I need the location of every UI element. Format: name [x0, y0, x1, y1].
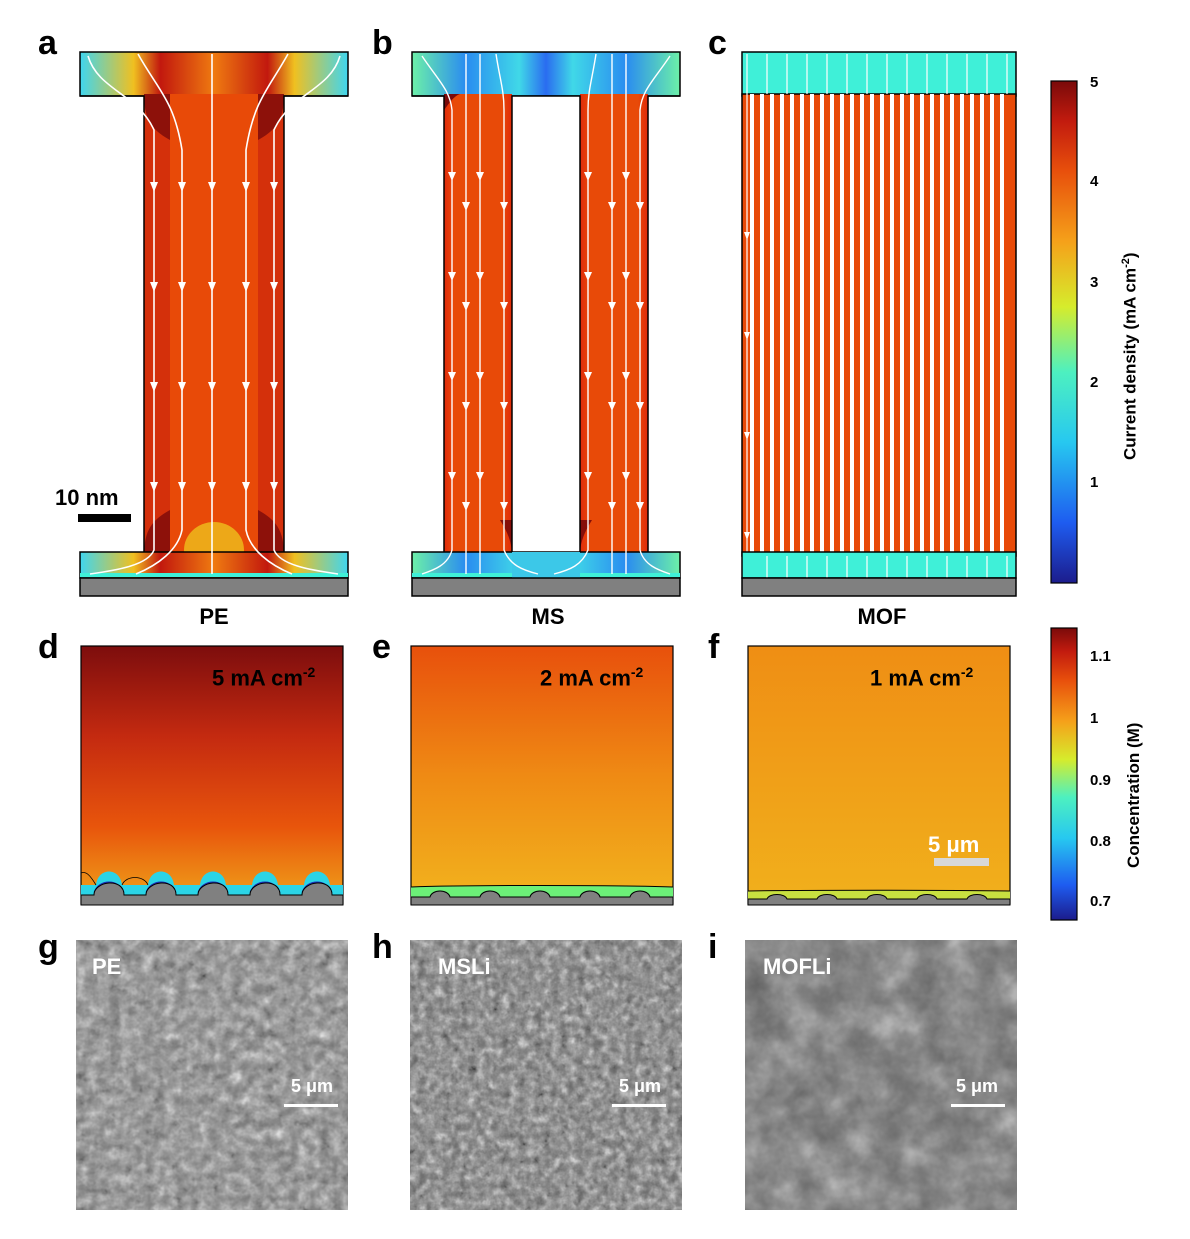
annotation-1ma: 1 mA cm-2 — [870, 664, 973, 691]
scale-bar-10nm — [78, 514, 131, 522]
panel-label-h: h — [372, 928, 393, 966]
sem-scale-label-msli: 5 μm — [618, 1076, 662, 1096]
concentration-mof — [747, 645, 1011, 906]
simulation-pe-current — [79, 51, 349, 597]
scale-bar-label-10nm: 10 nm — [55, 485, 119, 510]
cb1-tick-2: 2 — [1090, 374, 1099, 391]
caption-mof: MOF — [857, 604, 907, 629]
cb1-title: Current density (mA cm-2) — [1120, 252, 1141, 460]
annotation-1ma-sup: -2 — [960, 664, 974, 680]
cb2-tick-0.9: 0.9 — [1090, 772, 1111, 789]
panel-label-g: g — [38, 928, 59, 966]
panel-label-d: d — [38, 628, 59, 666]
panel-label-i: i — [708, 928, 718, 966]
sem-scale-label-pe: 5 μm — [290, 1076, 334, 1096]
scale-bar-5um — [934, 858, 989, 866]
caption-pe: PE — [199, 604, 229, 629]
sem-image-mofli: MOFLi 5 μm — [745, 940, 1017, 1210]
cb2-tick-1.1: 1.1 — [1090, 648, 1111, 665]
annotation-2ma: 2 mA cm-2 — [540, 664, 643, 691]
scale-bar-label-5um: 5 μm — [928, 832, 980, 857]
sem-image-msli: MSLi 5 μm — [410, 940, 682, 1210]
annotation-5ma: 5 mA cm-2 — [212, 664, 315, 691]
sem-label-mofli: MOFLi — [763, 954, 832, 979]
cb1-title-end: ) — [1120, 252, 1140, 259]
panel-label-a: a — [38, 24, 57, 62]
sem-image-pe: PE 5 μm — [76, 940, 348, 1210]
colorbar-current-density — [1050, 80, 1078, 584]
sem-scale-bar-msli — [612, 1104, 666, 1107]
cb1-tick-3: 3 — [1090, 274, 1099, 291]
sem-scale-label-mofli: 5 μm — [955, 1076, 999, 1096]
cb1-tick-4: 4 — [1090, 173, 1099, 190]
sem-scale-bar-pe — [284, 1104, 338, 1107]
cb1-title-sup: -2 — [1120, 258, 1132, 268]
simulation-ms-current — [411, 51, 681, 597]
cb2-tick-1: 1 — [1090, 710, 1099, 727]
cb2-tick-0.7: 0.7 — [1090, 893, 1111, 910]
cb1-tick-1: 1 — [1090, 474, 1099, 491]
sem-scale-bar-mofli — [951, 1104, 1005, 1107]
sem-label-pe: PE — [92, 954, 122, 979]
simulation-mof-current — [741, 51, 1017, 597]
cb2-tick-0.8: 0.8 — [1090, 833, 1111, 850]
sem-label-msli: MSLi — [438, 954, 491, 979]
panel-label-c: c — [708, 24, 727, 62]
annotation-5ma-sup: -2 — [302, 664, 316, 680]
panel-label-b: b — [372, 24, 393, 62]
caption-ms: MS — [531, 604, 565, 629]
cb1-tick-5: 5 — [1090, 74, 1099, 91]
concentration-ms — [410, 645, 674, 906]
annotation-1ma-text: 1 mA cm — [870, 665, 961, 691]
annotation-2ma-text: 2 mA cm — [540, 665, 631, 691]
annotation-2ma-sup: -2 — [630, 664, 644, 680]
concentration-pe — [80, 645, 344, 906]
panel-label-e: e — [372, 628, 391, 666]
panel-label-f: f — [708, 628, 720, 666]
cb1-title-text: Current density (mA cm — [1120, 267, 1140, 460]
annotation-5ma-text: 5 mA cm — [212, 665, 303, 691]
cb2-title: Concentration (M) — [1124, 722, 1143, 868]
colorbar-concentration — [1050, 627, 1078, 921]
